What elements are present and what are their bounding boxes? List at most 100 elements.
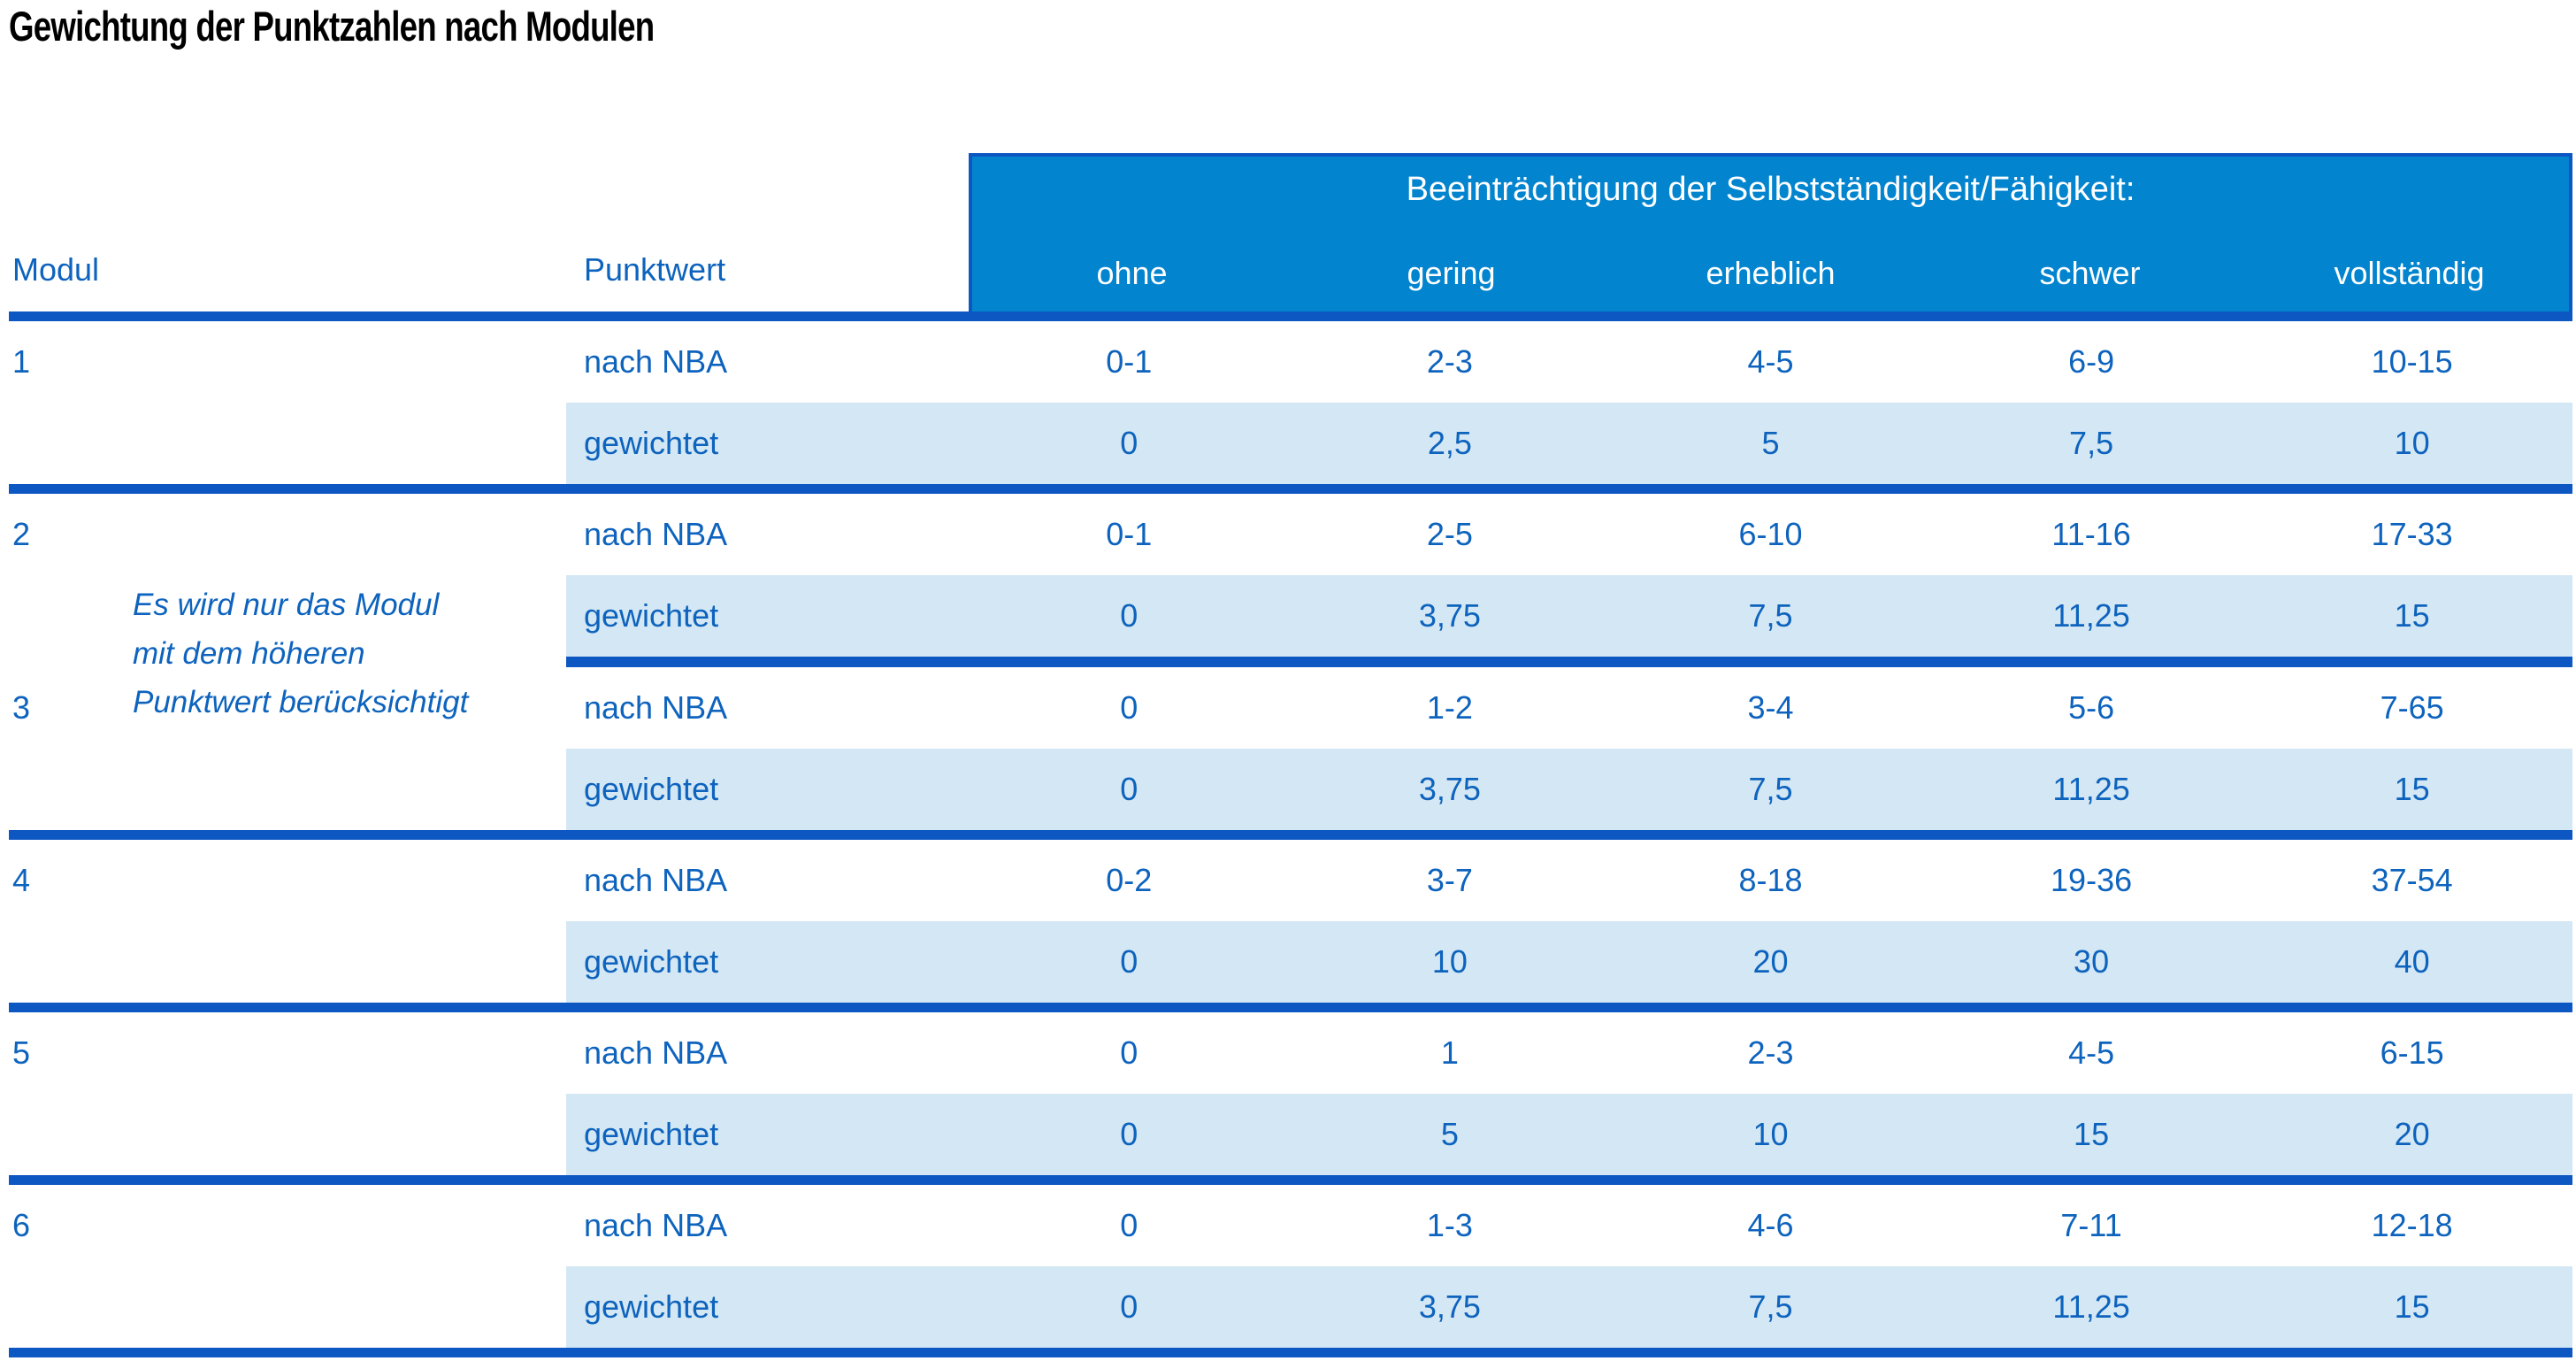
cell-value: 2,5: [1427, 425, 1472, 461]
table-row-module3-weighted: gewichtet 0 3,75 7,5 11,25 15: [0, 749, 2572, 830]
modules-2-3-block: Es wird nur das Modul mit dem höheren Pu…: [0, 494, 2572, 830]
group-divider: [9, 1003, 2572, 1012]
cell-module-number: [0, 1266, 566, 1348]
cell-value: 2-3: [1426, 343, 1473, 380]
table-row-module2-weighted: gewichtet 0 3,75 7,5 11,25 15: [0, 575, 2572, 657]
cell-value: 0: [1120, 425, 1138, 461]
row-band: nach NBA 0-2 3-7 8-18 19-36 37-54: [566, 840, 2572, 921]
cell-row-label: gewichtet: [584, 597, 719, 634]
group-divider: [9, 1175, 2572, 1185]
group-divider: [9, 484, 2572, 494]
cell-value: 7-65: [2380, 689, 2444, 726]
cell-module-number: [0, 403, 566, 484]
cell-row-label: nach NBA: [584, 862, 728, 898]
cell-value: 15: [2394, 597, 2430, 634]
row-band: gewichtet 0 3,75 7,5 11,25 15: [566, 575, 2572, 657]
row-band: gewichtet 0 2,5 5 7,5 10: [566, 403, 2572, 484]
cell-value: 5: [1761, 425, 1780, 461]
cell-value: 0: [1120, 943, 1138, 980]
cell-value: 0: [1120, 597, 1138, 634]
cell-row-label: gewichtet: [584, 1288, 719, 1325]
cell-value: 4-5: [2068, 1034, 2115, 1071]
table-row-module6-weighted: gewichtet 0 3,75 7,5 11,25 15: [0, 1266, 2572, 1348]
cell-value: 6-9: [2068, 343, 2115, 380]
cell-value: 1-2: [1426, 689, 1473, 726]
cell-value: 20: [2394, 1116, 2430, 1152]
cell-value: 12-18: [2371, 1207, 2453, 1243]
cell-module-number: 1: [12, 343, 31, 380]
cell-value: 1: [1440, 1034, 1459, 1071]
cell-row-label: gewichtet: [584, 425, 719, 461]
cell-value: 30: [2074, 943, 2110, 980]
note-line: Es wird nur das Modul: [133, 588, 440, 622]
cell-value: 11,25: [2052, 597, 2130, 634]
column-header-vollstaendig: vollständig: [2334, 255, 2485, 291]
table-row-module1-nba: 1 nach NBA 0-1 2-3 4-5 6-9 10-15: [0, 321, 2572, 403]
table-row-module5-weighted: gewichtet 0 5 10 15 20: [0, 1094, 2572, 1175]
table-row-module4-weighted: gewichtet 0 10 20 30 40: [0, 921, 2572, 1003]
note-line: mit dem höheren: [133, 636, 365, 671]
cell-row-label: gewichtet: [584, 1116, 719, 1152]
banner-title: Beeinträchtigung der Selbstständigkeit/F…: [1406, 171, 2135, 208]
cell-value: 7,5: [2069, 425, 2114, 461]
partial-group-divider: [566, 657, 2572, 667]
cell-value: 11-16: [2051, 516, 2131, 552]
table-row-module4-nba: 4 nach NBA 0-2 3-7 8-18 19-36 37-54: [0, 840, 2572, 921]
row-band: gewichtet 0 5 10 15 20: [566, 1094, 2572, 1175]
cell-module-number: [0, 921, 566, 1003]
cell-module-number: 5: [12, 1034, 31, 1071]
row-band: nach NBA 0 1-2 3-4 5-6 7-65: [566, 667, 2572, 749]
impairment-banner: Beeinträchtigung der Selbstständigkeit/F…: [969, 153, 2572, 311]
page-title: Gewichtung der Punktzahlen nach Modulen: [9, 3, 655, 50]
cell-value: 7,5: [1748, 771, 1793, 807]
table-row-module6-nba: 6 nach NBA 0 1-3 4-6 7-11 12-18: [0, 1185, 2572, 1266]
cell-module-number: [0, 749, 566, 830]
cell-module-number: 3: [12, 689, 31, 726]
cell-value: 0: [1120, 1288, 1138, 1325]
cell-value: 0: [1120, 1116, 1138, 1152]
row-band: nach NBA 0-1 2-3 4-5 6-9 10-15: [566, 321, 2572, 403]
header-divider: [9, 311, 2572, 321]
cell-value: 0-1: [1106, 343, 1153, 380]
cell-module-number: 2: [12, 516, 31, 552]
cell-value: 2-5: [1426, 516, 1473, 552]
column-header-ohne: ohne: [1096, 255, 1168, 291]
cell-value: 5-6: [2068, 689, 2115, 726]
cell-value: 3-7: [1426, 862, 1473, 898]
cell-value: 20: [1752, 943, 1789, 980]
row-band: gewichtet 0 3,75 7,5 11,25 15: [566, 749, 2572, 830]
table-row-module2-nba: 2 nach NBA 0-1 2-5 6-10 11-16 17-33: [0, 494, 2572, 575]
cell-value: 4-5: [1747, 343, 1794, 380]
cell-value: 4-6: [1747, 1207, 1794, 1243]
row-band: nach NBA 0 1 2-3 4-5 6-15: [566, 1012, 2572, 1094]
column-header-gering: gering: [1407, 255, 1496, 291]
table-header-row: Modul Punktwert Beeinträchtigung der Sel…: [0, 153, 2572, 311]
cell-value: 17-33: [2371, 516, 2453, 552]
table-row-module3-nba: 3 nach NBA 0 1-2 3-4 5-6 7-65: [0, 667, 2572, 749]
cell-value: 19-36: [2051, 862, 2133, 898]
cell-module-number: [0, 1094, 566, 1175]
cell-value: 15: [2074, 1116, 2110, 1152]
cell-value: 5: [1440, 1116, 1459, 1152]
cell-value: 11,25: [2052, 1288, 2130, 1325]
cell-value: 15: [2394, 771, 2430, 807]
cell-value: 10: [2394, 425, 2430, 461]
cell-row-label: gewichtet: [584, 771, 719, 807]
cell-value: 0: [1120, 771, 1138, 807]
cell-value: 0-2: [1106, 862, 1153, 898]
banner-level-headers: ohne gering erheblich schwer vollständig: [972, 255, 2569, 311]
cell-value: 3-4: [1747, 689, 1794, 726]
cell-value: 10-15: [2371, 343, 2453, 380]
cell-row-label: gewichtet: [584, 943, 719, 980]
cell-value: 6-15: [2380, 1034, 2444, 1071]
cell-value: 0: [1120, 1207, 1138, 1243]
cell-value: 0-1: [1106, 516, 1153, 552]
cell-value: 0: [1120, 1034, 1138, 1071]
cell-value: 11,25: [2052, 771, 2130, 807]
cell-value: 8-18: [1738, 862, 1803, 898]
table-row-module5-nba: 5 nach NBA 0 1 2-3 4-5 6-15: [0, 1012, 2572, 1094]
cell-row-label: nach NBA: [584, 689, 728, 726]
cell-row-label: nach NBA: [584, 343, 728, 380]
cell-value: 7,5: [1748, 597, 1793, 634]
